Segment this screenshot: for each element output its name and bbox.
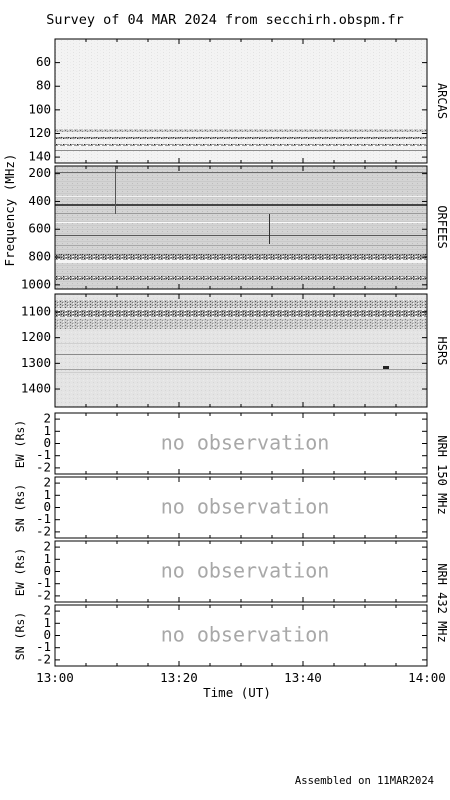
nrh150-ew-ylabel: EW (Rs) <box>13 420 27 468</box>
nrh432-ew-tick-label: 2 <box>43 539 51 554</box>
nrh150-ew-frame <box>54 412 428 475</box>
nrh432-ew-ylabel: EW (Rs) <box>13 548 27 596</box>
arcas-panel: 60 80 100 120 140 ARCAS <box>28 38 449 164</box>
nrh150-ew-tick-label: -2 <box>36 459 51 474</box>
nrh432-sn-panel: 210-1-2 no observation SN (Rs) <box>13 603 428 667</box>
nrh432-ew-tick-label: -2 <box>36 587 51 602</box>
nrh150-sn-ylabel: SN (Rs) <box>13 484 27 532</box>
arcas-tick-label: 60 <box>36 54 51 69</box>
nrh150-sn-tick-label: 0 <box>43 499 51 514</box>
orfees-spectrogram <box>55 166 427 289</box>
assembled-footer: Assembled on 11MAR2024 <box>295 775 434 787</box>
arcas-yticks: 60 80 100 120 140 <box>28 54 427 164</box>
nrh150-ew-tick-label: 1 <box>43 423 51 438</box>
arcas-noise-band <box>55 129 427 132</box>
orfees-band <box>55 260 427 263</box>
nrh432-ew-panel: 210-1-2 no observation EW (Rs) <box>13 539 428 603</box>
nrh150-sn-no-observation: no observation <box>161 495 330 519</box>
nrh432-sn-tick-label: -1 <box>36 639 51 654</box>
time-tick-label: 13:40 <box>284 670 322 685</box>
orfees-burst <box>115 166 116 214</box>
nrh432-ew-yticks: 210-1-2 <box>36 539 427 602</box>
arcas-tick-label: 80 <box>36 78 51 93</box>
nrh432-ew-tick-label: 0 <box>43 563 51 578</box>
nrh432-sn-yticks: 210-1-2 <box>36 603 427 666</box>
hsrs-feature <box>383 366 389 369</box>
arcas-noise-band <box>55 137 427 139</box>
hsrs-noise-band <box>55 310 427 317</box>
nrh432-ew-tick-label: 1 <box>43 551 51 566</box>
time-axis-label: Time (UT) <box>203 685 271 700</box>
arcas-noise-band <box>55 150 427 151</box>
orfees-band <box>55 204 427 206</box>
nrh150-ew-tick-label: 0 <box>43 435 51 450</box>
orfees-band <box>55 172 427 173</box>
nrh150-ew-yticks: 210-1-2 <box>36 411 427 474</box>
nrh432-ew-tick-label: -1 <box>36 575 51 590</box>
hsrs-line <box>55 343 427 344</box>
orfees-instrument-label: ORFEES <box>435 205 449 248</box>
orfees-band <box>55 254 427 260</box>
orfees-tick-label: 800 <box>28 249 51 264</box>
orfees-tick-label: 200 <box>28 165 51 180</box>
arcas-tick-label: 140 <box>28 149 51 164</box>
orfees-band <box>55 245 427 246</box>
time-axis: 13:00 13:20 13:40 14:00 <box>36 39 446 685</box>
time-tick-label: 13:00 <box>36 670 74 685</box>
orfees-burst <box>269 214 270 244</box>
nrh432-instrument-label: NRH 432 MHz <box>435 563 449 642</box>
orfees-tick-label: 600 <box>28 221 51 236</box>
hsrs-tick-label: 1200 <box>21 329 51 344</box>
orfees-tick-label: 400 <box>28 193 51 208</box>
hsrs-tick-label: 1400 <box>21 381 51 396</box>
hsrs-tick-label: 1300 <box>21 355 51 370</box>
orfees-yticks: 200 400 600 800 1000 <box>21 165 427 291</box>
time-tick-label: 14:00 <box>408 670 446 685</box>
nrh150-sn-tick-label: -2 <box>36 523 51 538</box>
hsrs-instrument-label: HSRS <box>435 337 449 366</box>
hsrs-noise-band <box>55 300 427 308</box>
hsrs-panel: 1100 1200 1300 1400 HSRS <box>21 293 449 408</box>
orfees-band <box>55 196 427 197</box>
nrh150-ew-tick-label: -1 <box>36 447 51 462</box>
hsrs-line <box>55 354 427 355</box>
arcas-tick-label: 100 <box>28 101 51 116</box>
nrh150-ew-tick-label: 2 <box>43 411 51 426</box>
nrh432-sn-tick-label: 1 <box>43 615 51 630</box>
orfees-band <box>55 222 427 223</box>
nrh150-instrument-label: NRH 150 MHz <box>435 435 449 514</box>
orfees-band <box>55 213 427 214</box>
nrh150-sn-panel: 210-1-2 no observation SN (Rs) <box>13 475 428 539</box>
nrh150-ew-no-observation: no observation <box>161 431 330 455</box>
arcas-noise-band <box>55 144 427 146</box>
arcas-instrument-label: ARCAS <box>435 83 449 119</box>
nrh150-ew-panel: 210-1-2 no observation EW (Rs) <box>13 411 428 475</box>
nrh150-sn-tick-label: 2 <box>43 475 51 490</box>
nrh432-sn-frame <box>54 604 428 667</box>
nrh432-sn-tick-label: 2 <box>43 603 51 618</box>
nrh432-sn-no-observation: no observation <box>161 623 330 647</box>
orfees-panel: 200 400 600 800 1000 ORFEES <box>21 165 449 291</box>
hsrs-tick-label: 1100 <box>21 303 51 318</box>
hsrs-noise-band <box>55 319 427 329</box>
figure-title: Survey of 04 MAR 2024 from secchirh.obsp… <box>46 12 404 28</box>
nrh432-sn-ylabel: SN (Rs) <box>13 612 27 660</box>
hsrs-line <box>55 372 427 373</box>
hsrs-yticks: 1100 1200 1300 1400 <box>21 303 427 396</box>
arcas-spectrogram <box>55 39 427 163</box>
nrh432-sn-tick-label: -2 <box>36 651 51 666</box>
nrh432-ew-no-observation: no observation <box>161 559 330 583</box>
nrh150-sn-tick-label: 1 <box>43 487 51 502</box>
nrh432-sn-tick-label: 0 <box>43 627 51 642</box>
nrh150-sn-tick-label: -1 <box>36 511 51 526</box>
nrh150-sn-yticks: 210-1-2 <box>36 475 427 538</box>
orfees-band <box>55 235 427 236</box>
orfees-tick-label: 1000 <box>21 276 51 291</box>
arcas-tick-label: 120 <box>28 125 51 140</box>
orfees-band <box>55 276 427 280</box>
time-tick-label: 13:20 <box>160 670 198 685</box>
frequency-axis-label: Frequency (MHz) <box>2 154 17 267</box>
hsrs-line <box>55 369 427 370</box>
